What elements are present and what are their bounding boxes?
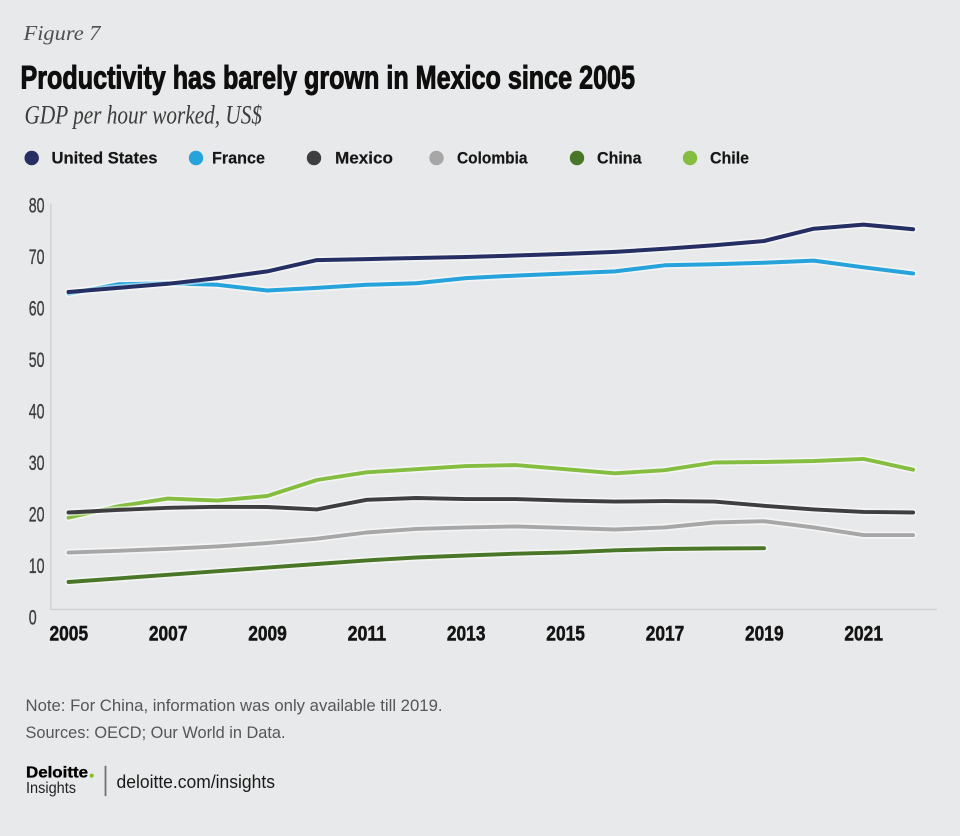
svg-text:10: 10 [29, 554, 45, 578]
svg-text:2009: 2009 [248, 622, 287, 646]
svg-text:Insights: Insights [26, 780, 76, 797]
svg-text:Mexico: Mexico [335, 149, 393, 168]
svg-text:GDP per hour worked, US$: GDP per hour worked, US$ [25, 101, 263, 130]
svg-text:80: 80 [29, 194, 45, 218]
svg-text:2015: 2015 [546, 622, 585, 646]
svg-text:Deloitte: Deloitte [26, 765, 88, 782]
svg-text:2005: 2005 [50, 622, 89, 646]
svg-text:60: 60 [29, 297, 45, 321]
svg-text:20: 20 [29, 503, 45, 527]
svg-text:China: China [597, 149, 642, 168]
svg-text:Sources: OECD; Our World in Da: Sources: OECD; Our World in Data. [26, 723, 286, 742]
svg-text:Productivity has barely grown: Productivity has barely grown in Mexico … [21, 60, 636, 96]
svg-text:deloitte.com/insights: deloitte.com/insights [117, 772, 276, 792]
svg-text:Note: For China, information w: Note: For China, information was only av… [26, 696, 443, 715]
svg-text:2021: 2021 [844, 622, 883, 646]
svg-text:2007: 2007 [149, 622, 188, 646]
svg-text:50: 50 [29, 348, 45, 372]
svg-text:2019: 2019 [745, 622, 784, 646]
svg-text:40: 40 [29, 400, 45, 424]
svg-text:2017: 2017 [646, 622, 685, 646]
svg-text:70: 70 [29, 245, 45, 269]
svg-text:0: 0 [29, 606, 37, 630]
svg-text:2013: 2013 [447, 622, 486, 646]
svg-text:30: 30 [29, 451, 45, 475]
svg-text:Figure 7: Figure 7 [22, 21, 101, 45]
svg-text:Chile: Chile [710, 149, 749, 168]
svg-text:Colombia: Colombia [457, 149, 528, 168]
svg-text:France: France [212, 149, 265, 168]
svg-text:United States: United States [52, 149, 158, 168]
svg-text:2011: 2011 [348, 622, 387, 646]
